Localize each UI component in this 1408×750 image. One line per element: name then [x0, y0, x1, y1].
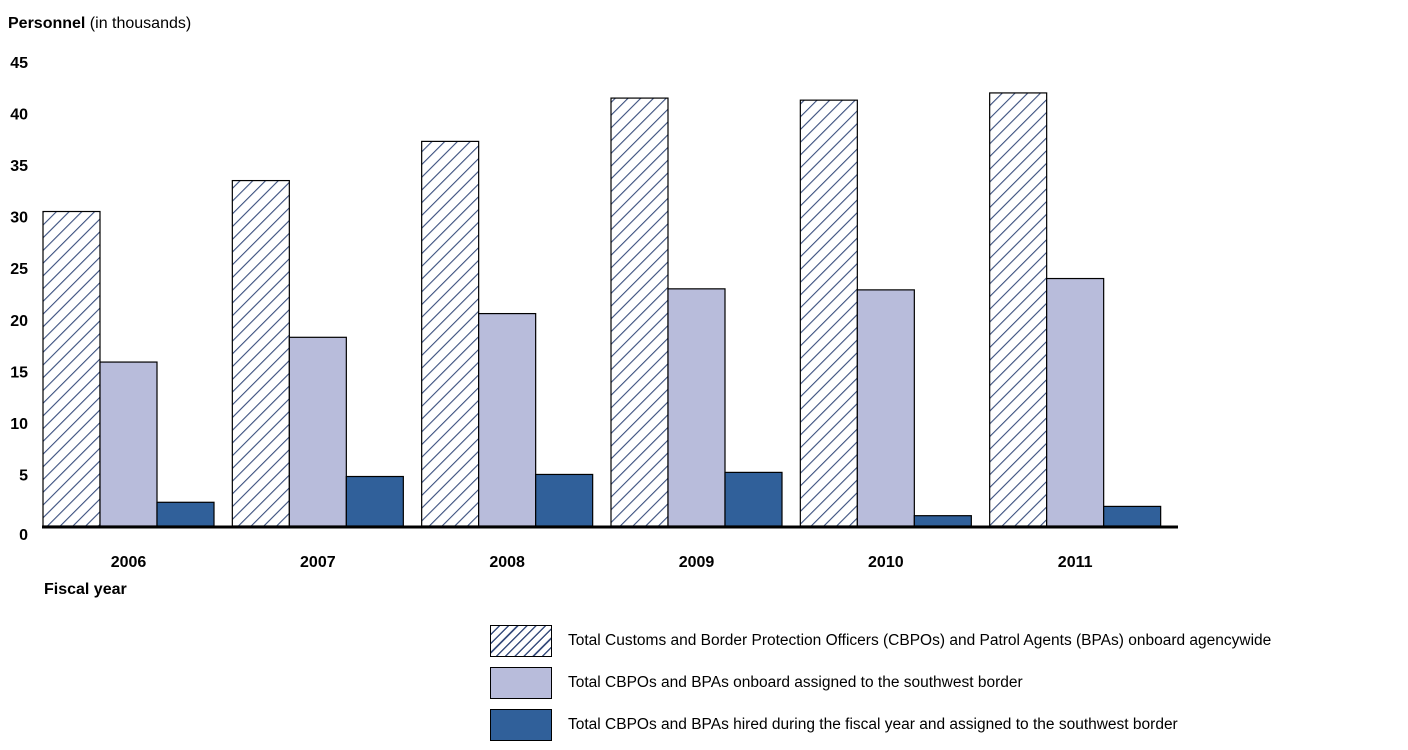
legend-item-southwest-onboard: Total CBPOs and BPAs onboard assigned to…: [490, 666, 1271, 700]
bar-agencywide-2011: [989, 92, 1048, 527]
bar-agencywide-2008: [421, 140, 480, 527]
bar-agencywide-2006: [42, 210, 101, 527]
y-tick-label: 35: [10, 158, 28, 175]
y-tick-label: 5: [19, 467, 28, 484]
y-tick-label: 0: [19, 527, 28, 544]
y-axis-ticks: 0 5 10 15 20 25 30 35 40 45: [10, 55, 28, 544]
y-axis-label-bold: Personnel: [8, 15, 85, 32]
bar-southwest-hired-2008: [535, 473, 594, 527]
bar-southwest-hired-2009: [724, 471, 783, 527]
y-tick-label: 40: [10, 107, 28, 124]
legend-label-southwest-hired: Total CBPOs and BPAs hired during the fi…: [568, 716, 1178, 733]
bar-southwest-hired-2007: [345, 475, 404, 527]
y-axis-label-unit: (in thousands): [85, 15, 191, 32]
bars: [42, 92, 1162, 527]
legend-label-southwest-onboard: Total CBPOs and BPAs onboard assigned to…: [568, 674, 1023, 691]
bar-southwest-onboard-2009: [667, 288, 726, 527]
legend: Total Customs and Border Protection Offi…: [490, 624, 1271, 750]
bar-southwest-hired-2010: [913, 515, 972, 527]
y-tick-label: 25: [10, 261, 28, 278]
x-tick-label: 2006: [111, 554, 147, 571]
bar-southwest-hired-2011: [1103, 505, 1162, 527]
bar-agencywide-2007: [231, 179, 290, 527]
bar-southwest-onboard-2010: [856, 289, 915, 527]
legend-swatch-agencywide: [490, 625, 552, 657]
bar-agencywide-2010: [799, 99, 858, 527]
legend-swatch-southwest-hired: [490, 709, 552, 741]
legend-label-agencywide: Total Customs and Border Protection Offi…: [568, 632, 1272, 649]
bar-agencywide-2009: [610, 97, 669, 527]
bar-chart: Personnel (in thousands) 0 5 10 15 20 25 30 35 4…: [8, 15, 1178, 598]
bar-southwest-hired-2006: [156, 501, 215, 527]
bar-southwest-onboard-2008: [478, 312, 537, 527]
x-tick-label: 2007: [300, 554, 336, 571]
x-tick-label: 2010: [868, 554, 904, 571]
x-tick-label: 2008: [489, 554, 525, 571]
bar-southwest-onboard-2011: [1046, 277, 1105, 527]
legend-swatch-southwest-onboard: [490, 667, 552, 699]
x-axis-label: Fiscal year: [44, 581, 127, 598]
y-tick-label: 15: [10, 364, 28, 381]
y-tick-label: 30: [10, 210, 28, 227]
y-tick-label: 10: [10, 416, 28, 433]
legend-item-southwest-hired: Total CBPOs and BPAs hired during the fi…: [490, 708, 1271, 742]
bar-southwest-onboard-2007: [288, 336, 347, 527]
y-tick-label: 20: [10, 313, 28, 330]
x-axis-ticks: 2006 2007 2008 2009 2010 2011: [111, 554, 1093, 571]
x-tick-label: 2011: [1058, 554, 1093, 571]
bar-southwest-onboard-2006: [99, 361, 158, 527]
x-tick-label: 2009: [679, 554, 715, 571]
y-axis-label: Personnel (in thousands): [8, 15, 191, 32]
legend-item-agencywide: Total Customs and Border Protection Offi…: [490, 624, 1271, 658]
y-tick-label: 45: [10, 55, 28, 72]
